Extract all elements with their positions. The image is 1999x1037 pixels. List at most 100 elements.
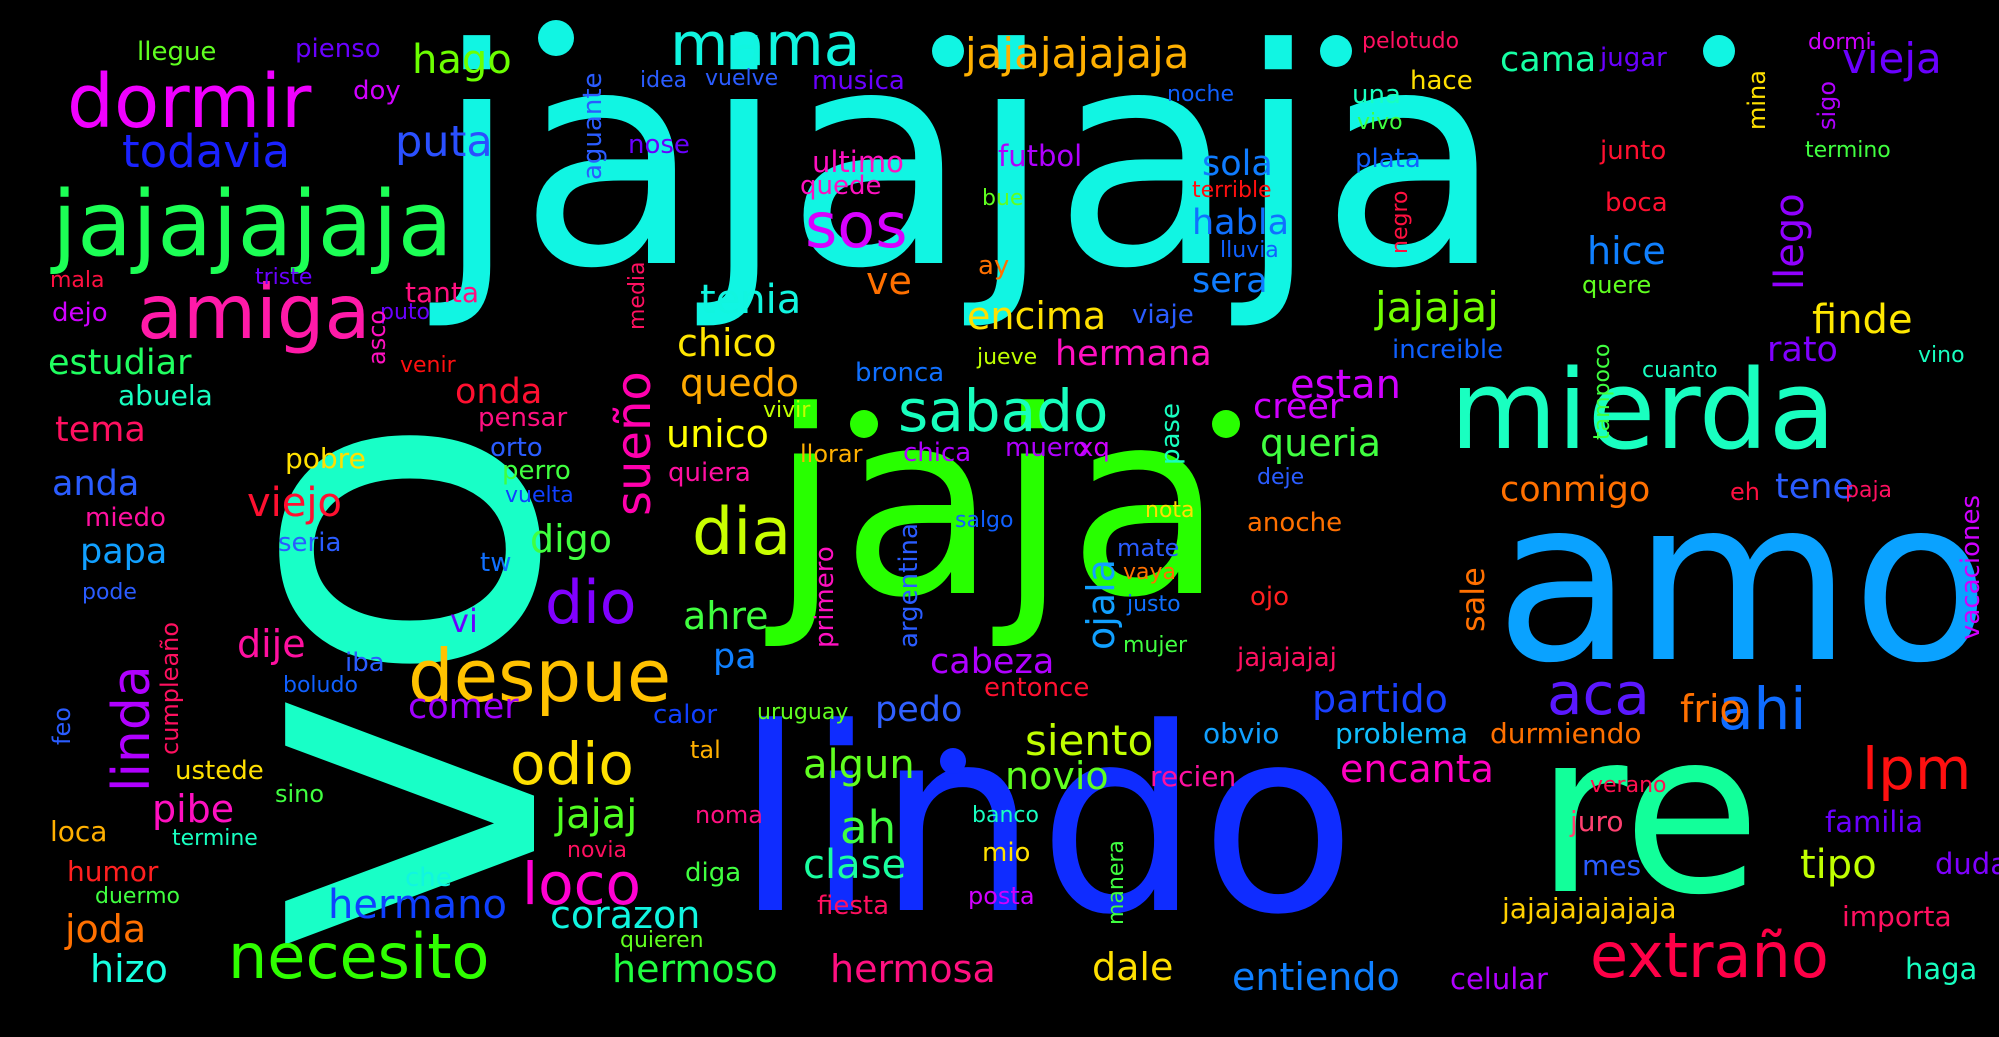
word: loco <box>522 850 641 918</box>
word: media <box>625 261 650 330</box>
word: pa <box>713 637 757 677</box>
word: chica <box>903 438 972 468</box>
word: sale <box>1454 567 1492 632</box>
word: vacaciones <box>1956 495 1986 640</box>
word: pensar <box>478 403 568 433</box>
word: pelotudo <box>1362 29 1460 54</box>
word: tema <box>55 410 146 450</box>
word: vaya <box>1123 560 1177 585</box>
word: jajajajajajaja <box>1502 892 1677 925</box>
word: perro <box>502 456 571 486</box>
word: frio <box>1680 687 1743 731</box>
word: negro <box>1388 190 1413 254</box>
word: anda <box>52 464 140 504</box>
word: hace <box>1410 66 1473 96</box>
decorative-dot <box>850 410 878 438</box>
word: loca <box>50 815 108 848</box>
word: calor <box>653 700 718 730</box>
word: onda <box>455 372 543 412</box>
word: jajaj <box>555 792 638 838</box>
word: mama <box>670 10 861 80</box>
word: primero <box>810 546 840 648</box>
word: sino <box>275 780 325 808</box>
decorative-dot <box>1212 410 1240 438</box>
word: eh <box>1730 478 1760 506</box>
word: ahi <box>1718 675 1807 743</box>
word: dormir <box>67 59 312 145</box>
word: musica <box>812 66 905 96</box>
word: mio <box>982 838 1031 868</box>
word: increible <box>1392 335 1504 365</box>
word: dormi <box>1808 30 1872 55</box>
word: quedo <box>680 361 799 405</box>
word: cumpleaño <box>156 621 184 755</box>
word: necesito <box>228 920 490 993</box>
word: banco <box>972 803 1039 828</box>
word: nose <box>628 130 690 160</box>
word: dale <box>1092 945 1174 989</box>
word: chico <box>677 321 777 365</box>
word: dejo <box>52 298 108 328</box>
word: despue <box>408 634 672 718</box>
word: idea <box>640 68 688 93</box>
word: manera <box>1104 840 1129 925</box>
decorative-dot <box>940 748 966 774</box>
word: jaja <box>770 357 1225 654</box>
word: noche <box>1167 82 1234 107</box>
word: creer <box>1253 387 1344 427</box>
word: hermoso <box>612 947 778 991</box>
word: ojo <box>1250 582 1290 612</box>
word: vivo <box>1357 110 1403 135</box>
word: vi <box>450 602 478 640</box>
word: hago <box>412 37 512 83</box>
word: novio <box>1005 754 1109 798</box>
word: nota <box>1145 498 1195 523</box>
word: mate <box>1117 534 1180 562</box>
word: ah <box>840 801 897 854</box>
word: estan <box>1290 362 1401 408</box>
word: comer <box>408 687 519 727</box>
word: amiga <box>137 268 371 356</box>
word: vieja <box>1842 34 1942 83</box>
word: encanta <box>1340 747 1494 791</box>
word: hermano <box>328 882 508 928</box>
word: novia <box>567 838 628 863</box>
word: conmigo <box>1500 470 1651 510</box>
word: haga <box>1905 952 1978 986</box>
word: unico <box>666 412 769 456</box>
word: papa <box>80 532 168 572</box>
word: sola <box>1202 144 1273 184</box>
word: asco <box>363 309 391 365</box>
word: queria <box>1260 421 1382 465</box>
word: jugar <box>1600 43 1667 73</box>
word: sera <box>1192 261 1268 301</box>
word: tipo <box>1800 842 1877 888</box>
word: sabado <box>898 377 1109 445</box>
word: ultimo <box>812 145 904 179</box>
word: posta <box>968 882 1035 910</box>
word: extraño <box>1590 919 1829 992</box>
word: tampoco <box>1590 343 1615 440</box>
word: vivir <box>763 398 811 423</box>
word: aguante <box>578 72 608 180</box>
word: mala <box>50 268 105 293</box>
word: puto <box>380 300 430 325</box>
word: hermosa <box>830 947 996 991</box>
word: termine <box>172 826 258 851</box>
word: tene <box>1775 467 1854 507</box>
word: recien <box>1150 760 1237 793</box>
word: humor <box>67 855 159 888</box>
word: dije <box>237 622 306 666</box>
word: odio <box>510 730 634 798</box>
word: duermo <box>95 884 180 909</box>
word: venir <box>400 353 456 378</box>
word: amo <box>1495 451 1990 713</box>
word: quieren <box>620 928 704 953</box>
word: entiendo <box>1232 955 1400 999</box>
word: duda <box>1935 847 1999 881</box>
word: anoche <box>1247 508 1343 538</box>
word: cuanto <box>1642 358 1718 383</box>
word: feo <box>48 707 76 745</box>
word: todavia <box>122 125 291 178</box>
word: termino <box>1805 138 1891 163</box>
